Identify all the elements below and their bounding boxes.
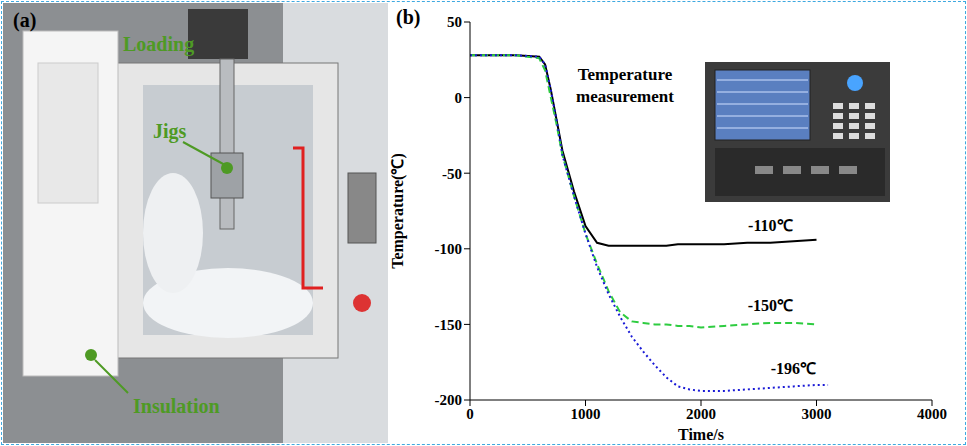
svg-text:0: 0: [466, 406, 474, 422]
svg-text:1000: 1000: [571, 406, 601, 422]
svg-text:(a): (a): [13, 9, 36, 32]
svg-text:Jigs: Jigs: [153, 120, 187, 143]
svg-text:0: 0: [455, 90, 463, 106]
svg-text:Loading: Loading: [123, 33, 194, 56]
svg-text:-196℃: -196℃: [771, 360, 816, 377]
svg-text:-50: -50: [442, 166, 462, 182]
svg-text:-150: -150: [435, 317, 463, 333]
html-text:(b): (b): [396, 6, 421, 28]
svg-text:Insulation: Insulation: [133, 395, 220, 417]
svg-text:-200: -200: [435, 392, 463, 408]
svg-text:3000: 3000: [802, 406, 832, 422]
svg-text:Time/s: Time/s: [678, 426, 724, 443]
svg-text:Temperature(℃): Temperature(℃): [390, 153, 407, 269]
svg-text:measurement: measurement: [576, 87, 674, 106]
svg-text:Temperature: Temperature: [578, 65, 673, 84]
svg-text:2000: 2000: [686, 406, 716, 422]
svg-text:50: 50: [447, 14, 462, 30]
svg-text:-110℃: -110℃: [748, 217, 792, 234]
svg-text:-150℃: -150℃: [748, 297, 793, 314]
svg-text:-100: -100: [435, 241, 463, 257]
svg-text:4000: 4000: [917, 406, 947, 422]
